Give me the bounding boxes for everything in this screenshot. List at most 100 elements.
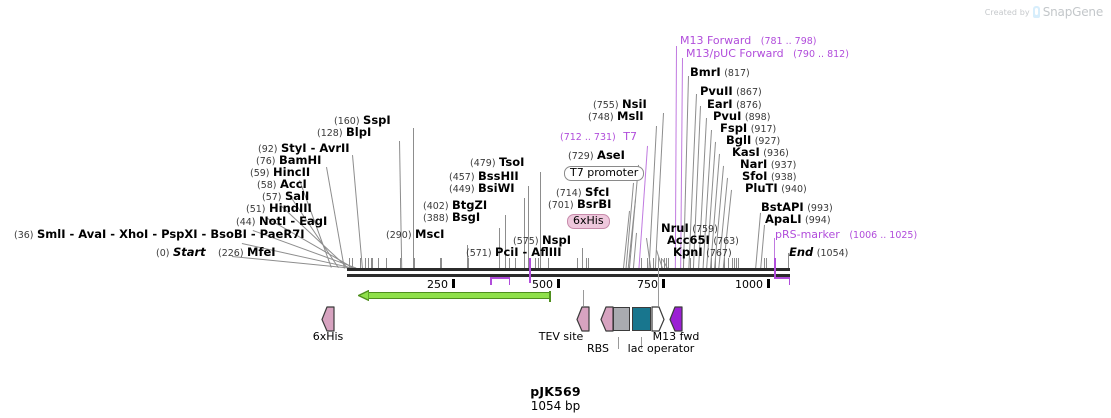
enzyme-label-fspI[interactable]: FspI (917) — [720, 122, 776, 136]
cut-tick — [715, 258, 716, 268]
cut-tick — [371, 258, 372, 268]
ruler-tick-label: 250 — [427, 278, 448, 291]
marker-pos: (1054) — [816, 248, 849, 259]
enzyme-names: PciI - AflIII — [495, 245, 562, 259]
enzyme-label-tsoI[interactable]: (479) TsoI — [470, 156, 524, 170]
enzyme-label-nspI[interactable]: (575) NspI — [513, 234, 571, 248]
enzyme-label-salI[interactable]: (57) SalI — [262, 190, 309, 204]
enzyme-pos: (898) — [744, 112, 771, 123]
enzyme-label-bsgI[interactable]: (388) BsgI — [423, 211, 480, 225]
sequence-ruler[interactable]: 250 500 750 1000 — [347, 258, 790, 291]
enzyme-pos: (748) — [588, 112, 614, 123]
enzyme-label-pciI-row[interactable]: (571) PciI - AflIII — [466, 246, 562, 260]
marker-label-start[interactable]: (0) Start — [156, 246, 206, 260]
primer-pos: (1006 .. 1025) — [849, 230, 918, 241]
feature-glyph-6xhis[interactable] — [321, 306, 335, 336]
enzyme-pos: (994) — [805, 215, 831, 226]
enzyme-label-accI[interactable]: (58) AccI — [257, 178, 307, 192]
enzyme-label-styI-row[interactable]: (92) StyI - AvrII — [258, 142, 350, 156]
enzyme-pos: (51) — [246, 204, 266, 215]
enzyme-label-pluTI[interactable]: PluTI (940) — [745, 182, 807, 196]
primer-label-t7[interactable]: (712 .. 731) T7 — [560, 131, 637, 144]
cut-tick — [664, 258, 665, 268]
orf-arrow[interactable] — [358, 290, 551, 302]
cut-tick — [468, 258, 469, 268]
enzyme-pos: (876) — [736, 100, 762, 111]
feature-chip-6xhis[interactable]: 6xHis — [567, 214, 610, 229]
enzyme-pos: (128) — [317, 128, 343, 139]
enzyme-pos: (937) — [770, 160, 797, 171]
enzyme-label-bsrBI[interactable]: (701) BsrBI — [548, 198, 611, 212]
enzyme-label-bmrI[interactable]: BmrI (817) — [690, 66, 750, 80]
enzyme-names: MslI — [617, 109, 644, 123]
feature-glyph-rbs-box[interactable] — [613, 307, 630, 331]
enzyme-label-msiI[interactable]: (748) MslI — [588, 110, 644, 124]
enzyme-label-earI[interactable]: EarI (876) — [707, 98, 762, 112]
enzyme-label-apaLI[interactable]: ApaLI (994) — [765, 213, 831, 227]
enzyme-label-sspI[interactable]: (160) SspI — [334, 114, 391, 128]
ruler-tick-label: 1000 — [735, 278, 763, 291]
ruler-bar-bottom — [347, 274, 790, 277]
enzyme-label-bsiWI[interactable]: (449) BsiWI — [449, 182, 515, 196]
cut-tick — [661, 258, 662, 268]
enzyme-names: MfeI — [247, 245, 276, 259]
enzyme-pos: (290) — [386, 230, 412, 241]
ruler-tick-label: 500 — [532, 278, 553, 291]
enzyme-label-bstAPI[interactable]: BstAPI (993) — [761, 201, 833, 215]
enzyme-pos: (927) — [754, 136, 781, 147]
enzyme-label-sfoI[interactable]: SfoI (938) — [742, 170, 797, 184]
enzyme-label-kpnI[interactable]: KpnI (767) — [673, 246, 732, 260]
enzyme-label-hincII[interactable]: (59) HincII — [250, 166, 310, 180]
enzyme-label-mfeI[interactable]: (226) MfeI — [218, 246, 276, 260]
enzyme-names: AccI — [280, 177, 307, 191]
enzyme-label-mscI[interactable]: (290) MscI — [386, 228, 444, 242]
enzyme-label-blpI[interactable]: (128) BlpI — [317, 126, 371, 140]
marker-pos: (0) — [156, 248, 170, 259]
ruler-major-tick — [452, 279, 455, 288]
enzyme-pos: (940) — [781, 184, 807, 195]
enzyme-pos: (449) — [449, 184, 475, 195]
enzyme-label-btgZI[interactable]: (402) BtgZI — [423, 199, 487, 213]
enzyme-pos: (755) — [593, 100, 619, 111]
cut-tick — [372, 258, 373, 268]
enzyme-names: AseI — [597, 148, 625, 162]
feature-glyph-m13-fwd[interactable] — [669, 306, 683, 336]
enzyme-label-bglI[interactable]: BglI (927) — [726, 134, 780, 148]
feature-glyph-lac-operator[interactable] — [632, 307, 651, 331]
cut-tick — [766, 258, 767, 268]
enzyme-label-aseI[interactable]: (729) AseI — [568, 149, 625, 163]
enzyme-pos: (59) — [250, 168, 270, 179]
cut-tick — [724, 258, 725, 268]
enzyme-label-notI-row[interactable]: (44) NotI - EagI — [236, 215, 327, 229]
enzyme-label-narI[interactable]: NarI (937) — [740, 158, 796, 172]
feature-glyph-unnamed-white[interactable] — [651, 306, 665, 336]
feature-glyph-tev-site[interactable] — [576, 306, 590, 336]
enzyme-label-sfcI[interactable]: (714) SfcI — [556, 186, 609, 200]
ruler-major-tick — [557, 279, 560, 288]
primer-label-m13-forward[interactable]: M13 Forward (781 .. 798) — [680, 35, 817, 48]
enzyme-label-hindIII[interactable]: (51) HindIII — [246, 202, 312, 216]
primer-label-prs-marker[interactable]: pRS-marker (1006 .. 1025) — [775, 229, 917, 242]
enzyme-label-nsiI[interactable]: (755) NsiI — [593, 98, 647, 112]
feature-glyph-rbs-arrow[interactable] — [600, 306, 614, 336]
enzyme-label-nruI[interactable]: NruI (759) — [661, 222, 718, 236]
enzyme-label-smlI-row[interactable]: (36) SmlI - AvaI - XhoI - PspXI - BsoBI … — [14, 228, 304, 242]
enzyme-pos: (58) — [257, 180, 277, 191]
enzyme-label-bamHI[interactable]: (76) BamHI — [256, 154, 321, 168]
feature-chip-t7-promoter[interactable]: T7 promoter — [564, 166, 645, 181]
enzyme-label-bssHII[interactable]: (457) BssHII — [449, 170, 519, 184]
enzyme-label-pvuII[interactable]: PvuII (867) — [700, 85, 762, 99]
cut-tick — [728, 258, 729, 268]
snapgene-logo-icon — [1032, 6, 1040, 18]
enzyme-pos: (993) — [807, 203, 833, 214]
enzyme-label-pvuI[interactable]: PvuI (898) — [713, 110, 770, 124]
enzyme-label-kasI[interactable]: KasI (936) — [732, 146, 789, 160]
enzyme-names: BmrI — [690, 65, 721, 79]
marker-label-end[interactable]: End (1054) — [789, 246, 848, 260]
feature-tick-tev-site — [583, 290, 584, 306]
enzyme-label-acc65I[interactable]: Acc65I (763) — [667, 234, 739, 248]
primer-label-m13-puc-forward[interactable]: M13/pUC Forward (790 .. 812) — [686, 48, 849, 61]
enzyme-pos: (76) — [256, 156, 276, 167]
enzyme-names: StyI - AvrII — [281, 141, 350, 155]
cut-tick — [764, 258, 765, 268]
